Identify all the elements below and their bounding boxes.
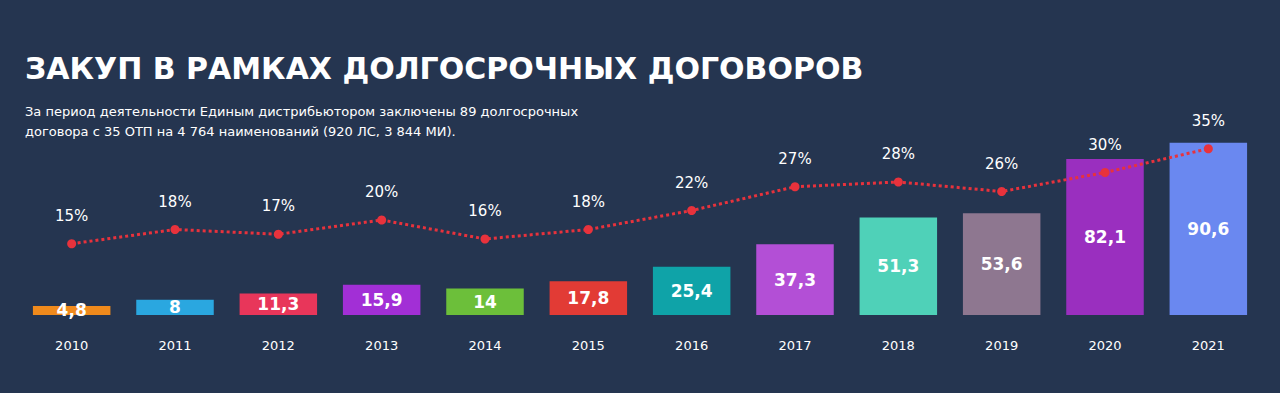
svg-text:11,3: 11,3 [257,294,299,314]
svg-text:За период деятельности Единым: За период деятельности Единым дистрибьют… [25,104,578,119]
svg-text:4,8: 4,8 [57,300,87,320]
svg-text:18%: 18% [572,193,605,211]
svg-text:37,3: 37,3 [774,270,816,290]
svg-text:15,9: 15,9 [361,290,403,310]
svg-text:26%: 26% [985,155,1018,173]
svg-text:20%: 20% [365,183,398,201]
svg-text:2021: 2021 [1192,338,1225,353]
svg-text:17,8: 17,8 [567,288,609,308]
svg-text:18%: 18% [158,193,191,211]
svg-text:2014: 2014 [468,338,501,353]
svg-text:2017: 2017 [778,338,811,353]
svg-text:договора с 35 ОТП на 4 764 наи: договора с 35 ОТП на 4 764 наименований … [25,124,456,139]
svg-text:35%: 35% [1192,112,1225,130]
svg-text:22%: 22% [675,174,708,192]
svg-text:2020: 2020 [1088,338,1121,353]
svg-text:17%: 17% [262,197,295,215]
svg-text:2015: 2015 [572,338,605,353]
svg-text:2019: 2019 [985,338,1018,353]
svg-text:8: 8 [169,297,181,317]
svg-text:15%: 15% [55,207,88,225]
svg-text:2012: 2012 [262,338,295,353]
svg-text:2016: 2016 [675,338,708,353]
svg-text:28%: 28% [882,145,915,163]
svg-text:2010: 2010 [55,338,88,353]
svg-text:53,6: 53,6 [981,254,1023,274]
svg-text:51,3: 51,3 [877,256,919,276]
svg-text:82,1: 82,1 [1084,227,1126,247]
svg-text:27%: 27% [778,150,811,168]
svg-text:30%: 30% [1088,136,1121,154]
svg-text:90,6: 90,6 [1187,219,1229,239]
svg-text:16%: 16% [468,202,501,220]
svg-text:2013: 2013 [365,338,398,353]
svg-text:25,4: 25,4 [671,281,713,301]
svg-text:ЗАКУП В РАМКАХ ДОЛГОСРОЧНЫХ ДО: ЗАКУП В РАМКАХ ДОЛГОСРОЧНЫХ ДОГОВОРОВ [25,51,863,86]
svg-text:2011: 2011 [158,338,191,353]
svg-text:2018: 2018 [882,338,915,353]
svg-text:14: 14 [473,292,497,312]
